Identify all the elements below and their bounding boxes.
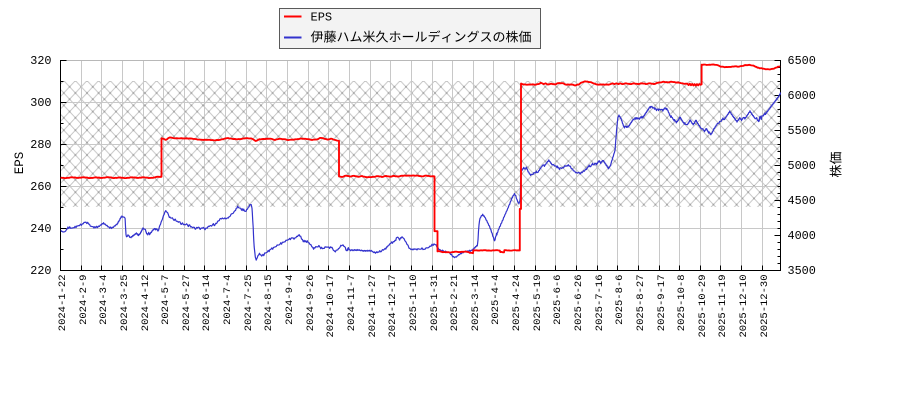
svg-text:2025-6-6: 2025-6-6 <box>552 275 564 325</box>
svg-text:2024-9-26: 2024-9-26 <box>305 275 317 332</box>
svg-text:2025-6-26: 2025-6-26 <box>573 275 585 332</box>
svg-text:2024-10-17: 2024-10-17 <box>325 275 337 338</box>
svg-text:6000: 6000 <box>788 89 816 103</box>
svg-text:2024-9-4: 2024-9-4 <box>284 275 296 325</box>
svg-text:2025-8-27: 2025-8-27 <box>635 275 647 332</box>
svg-text:2025-1-10: 2025-1-10 <box>408 275 420 332</box>
svg-text:2025-4-4: 2025-4-4 <box>490 275 502 325</box>
svg-text:2025-10-29: 2025-10-29 <box>697 275 709 338</box>
svg-text:2024-1-22: 2024-1-22 <box>57 275 69 332</box>
svg-text:260: 260 <box>30 180 51 194</box>
svg-text:280: 280 <box>30 138 51 152</box>
svg-text:2025-4-24: 2025-4-24 <box>511 275 523 332</box>
svg-text:2025-10-8: 2025-10-8 <box>676 275 688 332</box>
svg-text:2025-2-21: 2025-2-21 <box>449 275 461 332</box>
svg-text:320: 320 <box>30 54 51 68</box>
svg-text:2024-11-7: 2024-11-7 <box>346 275 358 332</box>
svg-text:2025-12-30: 2025-12-30 <box>759 275 771 338</box>
svg-text:EPS: EPS <box>13 152 27 175</box>
svg-text:2024-5-7: 2024-5-7 <box>160 275 172 325</box>
svg-text:240: 240 <box>30 222 51 236</box>
svg-text:5000: 5000 <box>788 159 816 173</box>
svg-text:2025-11-19: 2025-11-19 <box>717 275 729 338</box>
svg-text:2024-8-15: 2024-8-15 <box>263 275 275 332</box>
svg-text:2024-4-12: 2024-4-12 <box>140 275 152 332</box>
svg-text:220: 220 <box>30 264 51 278</box>
svg-text:2024-3-25: 2024-3-25 <box>119 275 131 332</box>
svg-text:6500: 6500 <box>788 54 816 68</box>
svg-text:2024-2-9: 2024-2-9 <box>78 275 90 325</box>
svg-text:4500: 4500 <box>788 194 816 208</box>
svg-text:2025-7-16: 2025-7-16 <box>594 275 606 332</box>
svg-text:2025-5-19: 2025-5-19 <box>532 275 544 332</box>
svg-text:2025-3-14: 2025-3-14 <box>470 275 482 332</box>
svg-text:2024-3-4: 2024-3-4 <box>98 275 110 325</box>
svg-text:3500: 3500 <box>788 264 816 278</box>
svg-text:2024-12-17: 2024-12-17 <box>387 275 399 338</box>
svg-text:2025-1-31: 2025-1-31 <box>429 275 441 332</box>
svg-text:300: 300 <box>30 96 51 110</box>
svg-text:2024-6-14: 2024-6-14 <box>201 275 213 332</box>
svg-text:5500: 5500 <box>788 124 816 138</box>
svg-text:2025-9-17: 2025-9-17 <box>656 275 668 332</box>
svg-text:2024-5-27: 2024-5-27 <box>181 275 193 332</box>
svg-text:2024-11-27: 2024-11-27 <box>367 275 379 338</box>
svg-text:2024-7-4: 2024-7-4 <box>222 275 234 325</box>
svg-text:2025-12-10: 2025-12-10 <box>738 275 750 338</box>
svg-text:4000: 4000 <box>788 229 816 243</box>
svg-text:2024-7-25: 2024-7-25 <box>243 275 255 332</box>
svg-text:EPS: EPS <box>311 11 333 25</box>
svg-text:2025-8-6: 2025-8-6 <box>614 275 626 325</box>
